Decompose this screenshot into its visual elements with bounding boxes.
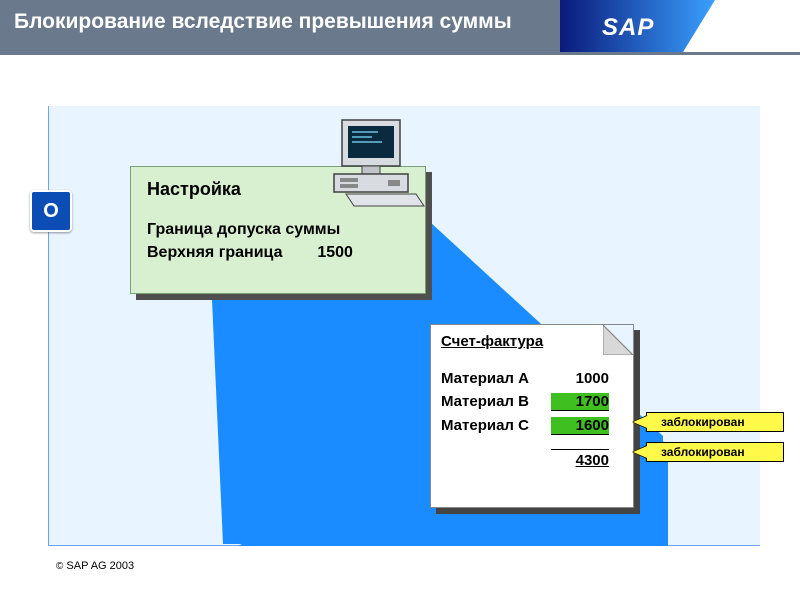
invoice-row-1-material: Материал В [441, 393, 551, 411]
invoice-row-2-value: 1600 [551, 417, 609, 435]
config-line-2: Верхняя граница 1500 [147, 241, 409, 264]
header: Блокирование вследствие превышения суммы… [0, 0, 800, 64]
config-line-1: Граница допуска суммы [147, 218, 409, 241]
invoice-row-0-material: Материал А [441, 370, 551, 387]
invoice-row-2: Материал С 1600 [441, 417, 623, 435]
footer: © SAP AG 2003 [56, 560, 134, 572]
blocked-callout-1: заблокирован [646, 412, 784, 432]
invoice-total: 4300 [551, 449, 609, 469]
invoice-card: Счет-фактура Материал А 1000 Материал В … [430, 324, 634, 508]
invoice-row-1-value: 1700 [551, 393, 609, 411]
config-line2-value: 1500 [309, 241, 353, 264]
callout-arrow [633, 416, 647, 428]
invoice-body: Счет-фактура Материал А 1000 Материал В … [441, 333, 623, 469]
invoice-title: Счет-фактура [441, 333, 623, 350]
invoice-dogear [603, 325, 633, 355]
config-line2-label: Верхняя граница [147, 244, 282, 261]
invoice-row-0: Материал А 1000 [441, 370, 623, 387]
invoice-row-2-material: Материал С [441, 417, 551, 435]
invoice-total-row: 4300 [441, 449, 623, 469]
invoice-row-0-value: 1000 [551, 370, 609, 387]
o-badge: O [30, 190, 72, 232]
header-underline [0, 52, 800, 55]
blocked-callout-2: заблокирован [646, 442, 784, 462]
invoice-row-1: Материал В 1700 [441, 393, 623, 411]
footer-text: SAP AG 2003 [63, 560, 134, 572]
blocked-callout-2-label: заблокирован [661, 445, 745, 459]
computer-icon [328, 118, 426, 208]
page-title: Блокирование вследствие превышения суммы [14, 10, 512, 34]
sap-logo-text: SAP [602, 14, 654, 42]
blocked-callout-1-label: заблокирован [661, 415, 745, 429]
callout-arrow [633, 446, 647, 458]
